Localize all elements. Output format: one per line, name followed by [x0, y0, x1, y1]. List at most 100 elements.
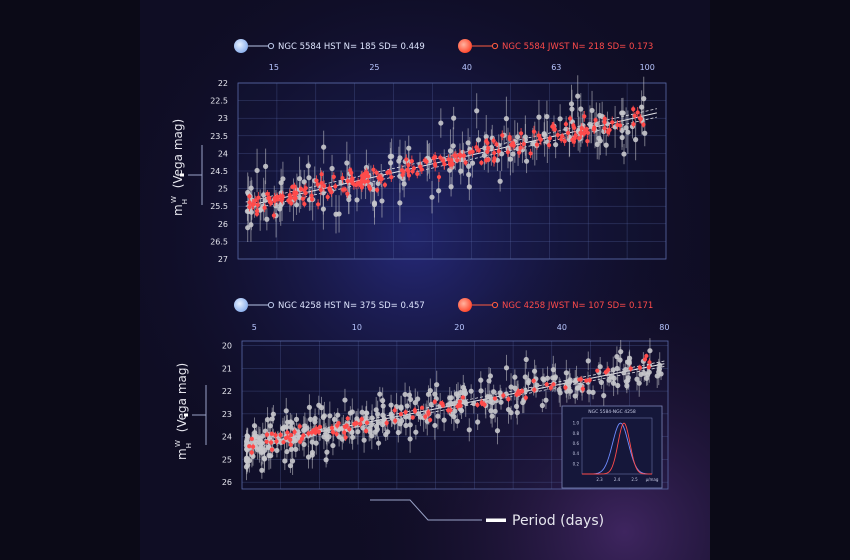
y-axis-label: mHW (Vega mag) — [174, 363, 193, 460]
data-point — [250, 444, 256, 449]
y-axis-label-main: m — [175, 448, 189, 460]
data-point — [623, 367, 629, 373]
data-point — [610, 120, 615, 125]
data-point — [406, 169, 411, 174]
data-point — [285, 435, 290, 440]
data-point — [257, 435, 263, 442]
data-point — [389, 415, 395, 421]
data-point — [485, 149, 490, 154]
y-axis-label-sub: H — [181, 199, 189, 204]
data-point — [601, 393, 607, 399]
legend-marker-hst — [234, 39, 248, 53]
data-point — [610, 380, 617, 386]
data-point — [575, 385, 581, 391]
data-point — [512, 374, 518, 380]
data-point — [424, 159, 429, 164]
data-point — [325, 194, 330, 200]
data-point — [364, 428, 369, 434]
data-point — [375, 440, 382, 446]
data-point — [256, 195, 261, 200]
x-tick-label: 80 — [659, 323, 669, 332]
data-point — [432, 391, 438, 397]
data-point — [407, 396, 414, 403]
data-point — [514, 409, 520, 416]
data-point — [367, 184, 372, 189]
data-point — [321, 144, 327, 150]
data-point — [497, 178, 503, 184]
data-point — [453, 153, 459, 158]
data-point — [536, 114, 542, 120]
y-tick-label: 26.5 — [210, 237, 228, 246]
data-point — [641, 122, 646, 127]
data-point — [392, 408, 397, 413]
data-point — [506, 397, 511, 402]
data-point — [578, 377, 584, 382]
data-point — [364, 420, 370, 425]
data-point — [557, 116, 563, 122]
data-point — [297, 424, 302, 429]
data-point — [475, 402, 480, 407]
data-point — [582, 114, 587, 119]
data-point — [559, 137, 564, 142]
data-point — [474, 145, 479, 150]
data-point — [254, 167, 260, 174]
data-point — [282, 458, 288, 464]
data-point — [264, 439, 269, 444]
y-axis-bracket-marker — [180, 173, 184, 177]
data-point — [274, 439, 279, 444]
data-point — [397, 200, 403, 206]
data-point — [333, 184, 338, 189]
data-point — [481, 152, 487, 159]
data-point — [335, 412, 341, 418]
y-axis-bracket-marker — [184, 413, 188, 417]
data-point — [465, 140, 471, 146]
data-point — [634, 376, 640, 382]
data-point — [256, 446, 263, 452]
data-point — [244, 447, 250, 453]
data-point — [451, 115, 457, 121]
data-point — [293, 437, 299, 444]
y-tick-label: 21 — [222, 364, 232, 373]
data-point — [625, 375, 631, 381]
data-point — [643, 375, 650, 381]
data-point — [509, 142, 514, 147]
data-point — [488, 408, 494, 414]
data-point — [633, 137, 639, 143]
data-point — [335, 423, 340, 428]
data-point — [423, 414, 428, 419]
data-point — [544, 113, 550, 120]
inset-x-unit-label: μ/mag — [646, 477, 659, 482]
data-point — [377, 391, 383, 397]
data-point — [602, 116, 607, 121]
data-point — [366, 174, 371, 179]
data-point — [433, 154, 438, 160]
data-point — [318, 187, 324, 192]
data-point — [365, 179, 370, 184]
data-point — [385, 429, 391, 435]
data-point — [585, 130, 590, 136]
data-point — [590, 389, 596, 395]
data-point — [614, 365, 620, 372]
data-point — [371, 167, 376, 172]
data-point — [262, 205, 267, 210]
data-point — [432, 422, 438, 429]
data-point — [274, 447, 280, 454]
data-point — [284, 448, 290, 455]
data-point — [415, 411, 422, 417]
data-point — [316, 429, 322, 434]
data-point — [410, 415, 415, 420]
data-point — [296, 176, 303, 182]
y-axis-bracket — [188, 145, 203, 205]
y-axis-label-sub: H — [185, 443, 193, 448]
data-point — [404, 403, 410, 409]
data-point — [647, 348, 653, 354]
data-point — [593, 117, 598, 123]
data-point — [264, 417, 271, 423]
inset-x-tick-label: 2.4 — [614, 477, 621, 482]
data-point — [379, 176, 384, 181]
data-point — [259, 440, 265, 446]
data-point — [400, 172, 405, 178]
data-point — [608, 374, 614, 380]
data-point — [458, 153, 463, 159]
inset-x-tick-label: 2.3 — [596, 477, 603, 482]
